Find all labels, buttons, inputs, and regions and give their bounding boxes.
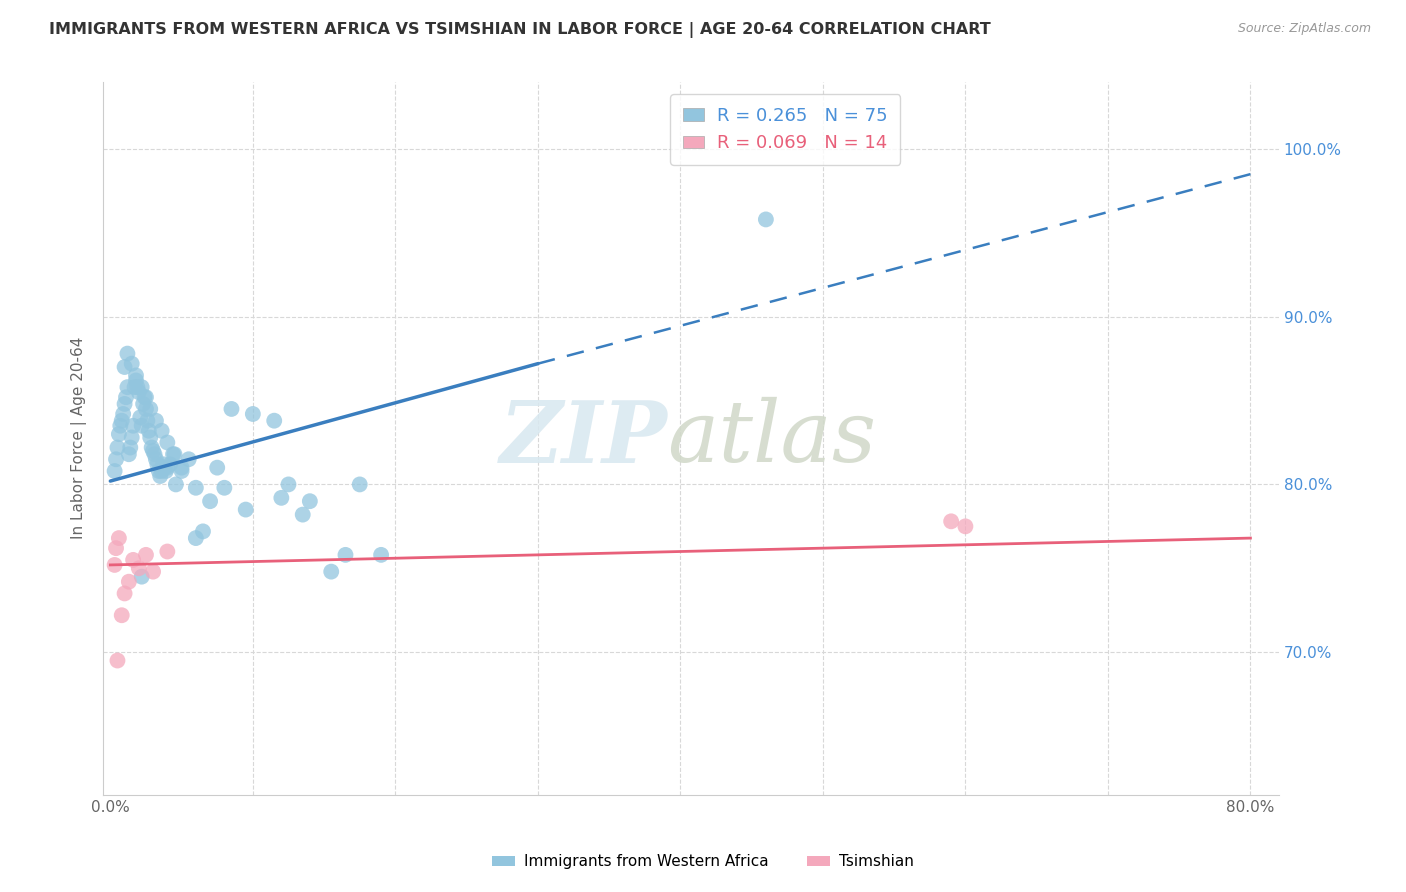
Point (114, 397, 136, 411)
Point (191, 524, 214, 539)
Point (120, 441, 142, 455)
Text: IMMIGRANTS FROM WESTERN AFRICA VS TSIMSHIAN IN LABOR FORCE | AGE 20-64 CORRELATI: IMMIGRANTS FROM WESTERN AFRICA VS TSIMSH… (49, 22, 991, 38)
Legend: Immigrants from Western Africa, Tsimshian: Immigrants from Western Africa, Tsimshia… (486, 848, 920, 875)
Point (115, 390, 138, 404)
Point (129, 410, 152, 425)
Legend: R = 0.265   N = 75, R = 0.069   N = 14: R = 0.265 N = 75, R = 0.069 N = 14 (671, 95, 900, 165)
Point (131, 569, 153, 583)
Point (135, 390, 157, 404)
Point (939, 514, 962, 528)
Point (156, 460, 179, 475)
Point (142, 565, 165, 579)
Point (163, 447, 186, 461)
Point (112, 407, 135, 421)
Point (152, 458, 174, 472)
Text: atlas: atlas (668, 397, 877, 480)
Point (277, 477, 299, 491)
Point (145, 452, 167, 467)
Point (263, 414, 285, 428)
Point (105, 541, 128, 556)
Point (150, 464, 173, 478)
Point (955, 519, 977, 533)
Point (139, 430, 162, 444)
Point (135, 548, 157, 562)
Point (755, 212, 778, 227)
Point (134, 390, 156, 404)
Point (127, 380, 149, 394)
Point (139, 401, 162, 416)
Point (105, 452, 128, 467)
Point (170, 464, 193, 478)
Point (270, 491, 292, 505)
Point (155, 464, 177, 478)
Point (107, 441, 129, 455)
Point (104, 558, 127, 572)
Point (110, 418, 132, 433)
Point (138, 424, 160, 438)
Point (242, 407, 264, 421)
Point (122, 418, 145, 433)
Point (335, 548, 357, 562)
Point (150, 424, 173, 438)
Point (118, 574, 141, 589)
Point (108, 531, 131, 545)
Point (117, 346, 139, 360)
Point (121, 357, 143, 371)
Point (159, 458, 181, 472)
Point (125, 368, 148, 383)
Point (125, 373, 148, 387)
Point (184, 481, 207, 495)
Point (131, 418, 153, 433)
Point (124, 380, 146, 394)
Point (132, 397, 155, 411)
Text: Source: ZipAtlas.com: Source: ZipAtlas.com (1237, 22, 1371, 36)
Point (135, 401, 157, 416)
Point (205, 460, 228, 475)
Point (108, 427, 131, 442)
Point (321, 565, 343, 579)
Point (146, 458, 169, 472)
Point (198, 494, 221, 508)
Point (177, 452, 200, 467)
Point (114, 359, 136, 374)
Point (143, 447, 166, 461)
Point (184, 531, 207, 545)
Point (165, 477, 187, 491)
Point (128, 385, 150, 400)
Point (122, 553, 145, 567)
Point (298, 494, 321, 508)
Point (145, 414, 167, 428)
Point (153, 460, 176, 475)
Point (149, 469, 172, 483)
Point (111, 608, 134, 623)
Point (111, 414, 134, 428)
Point (148, 464, 170, 478)
Point (141, 441, 163, 455)
Text: ZIP: ZIP (499, 397, 668, 480)
Y-axis label: In Labor Force | Age 20-64: In Labor Force | Age 20-64 (72, 337, 87, 540)
Point (162, 447, 184, 461)
Point (142, 443, 165, 458)
Point (107, 653, 129, 667)
Point (104, 464, 127, 478)
Point (136, 414, 159, 428)
Point (235, 502, 257, 516)
Point (118, 447, 141, 461)
Point (131, 380, 153, 394)
Point (121, 430, 143, 444)
Point (349, 477, 371, 491)
Point (291, 508, 314, 522)
Point (128, 561, 150, 575)
Point (170, 460, 193, 475)
Point (214, 481, 236, 495)
Point (370, 548, 392, 562)
Point (114, 586, 136, 600)
Point (156, 435, 179, 450)
Point (221, 401, 243, 416)
Point (156, 544, 179, 558)
Point (117, 380, 139, 394)
